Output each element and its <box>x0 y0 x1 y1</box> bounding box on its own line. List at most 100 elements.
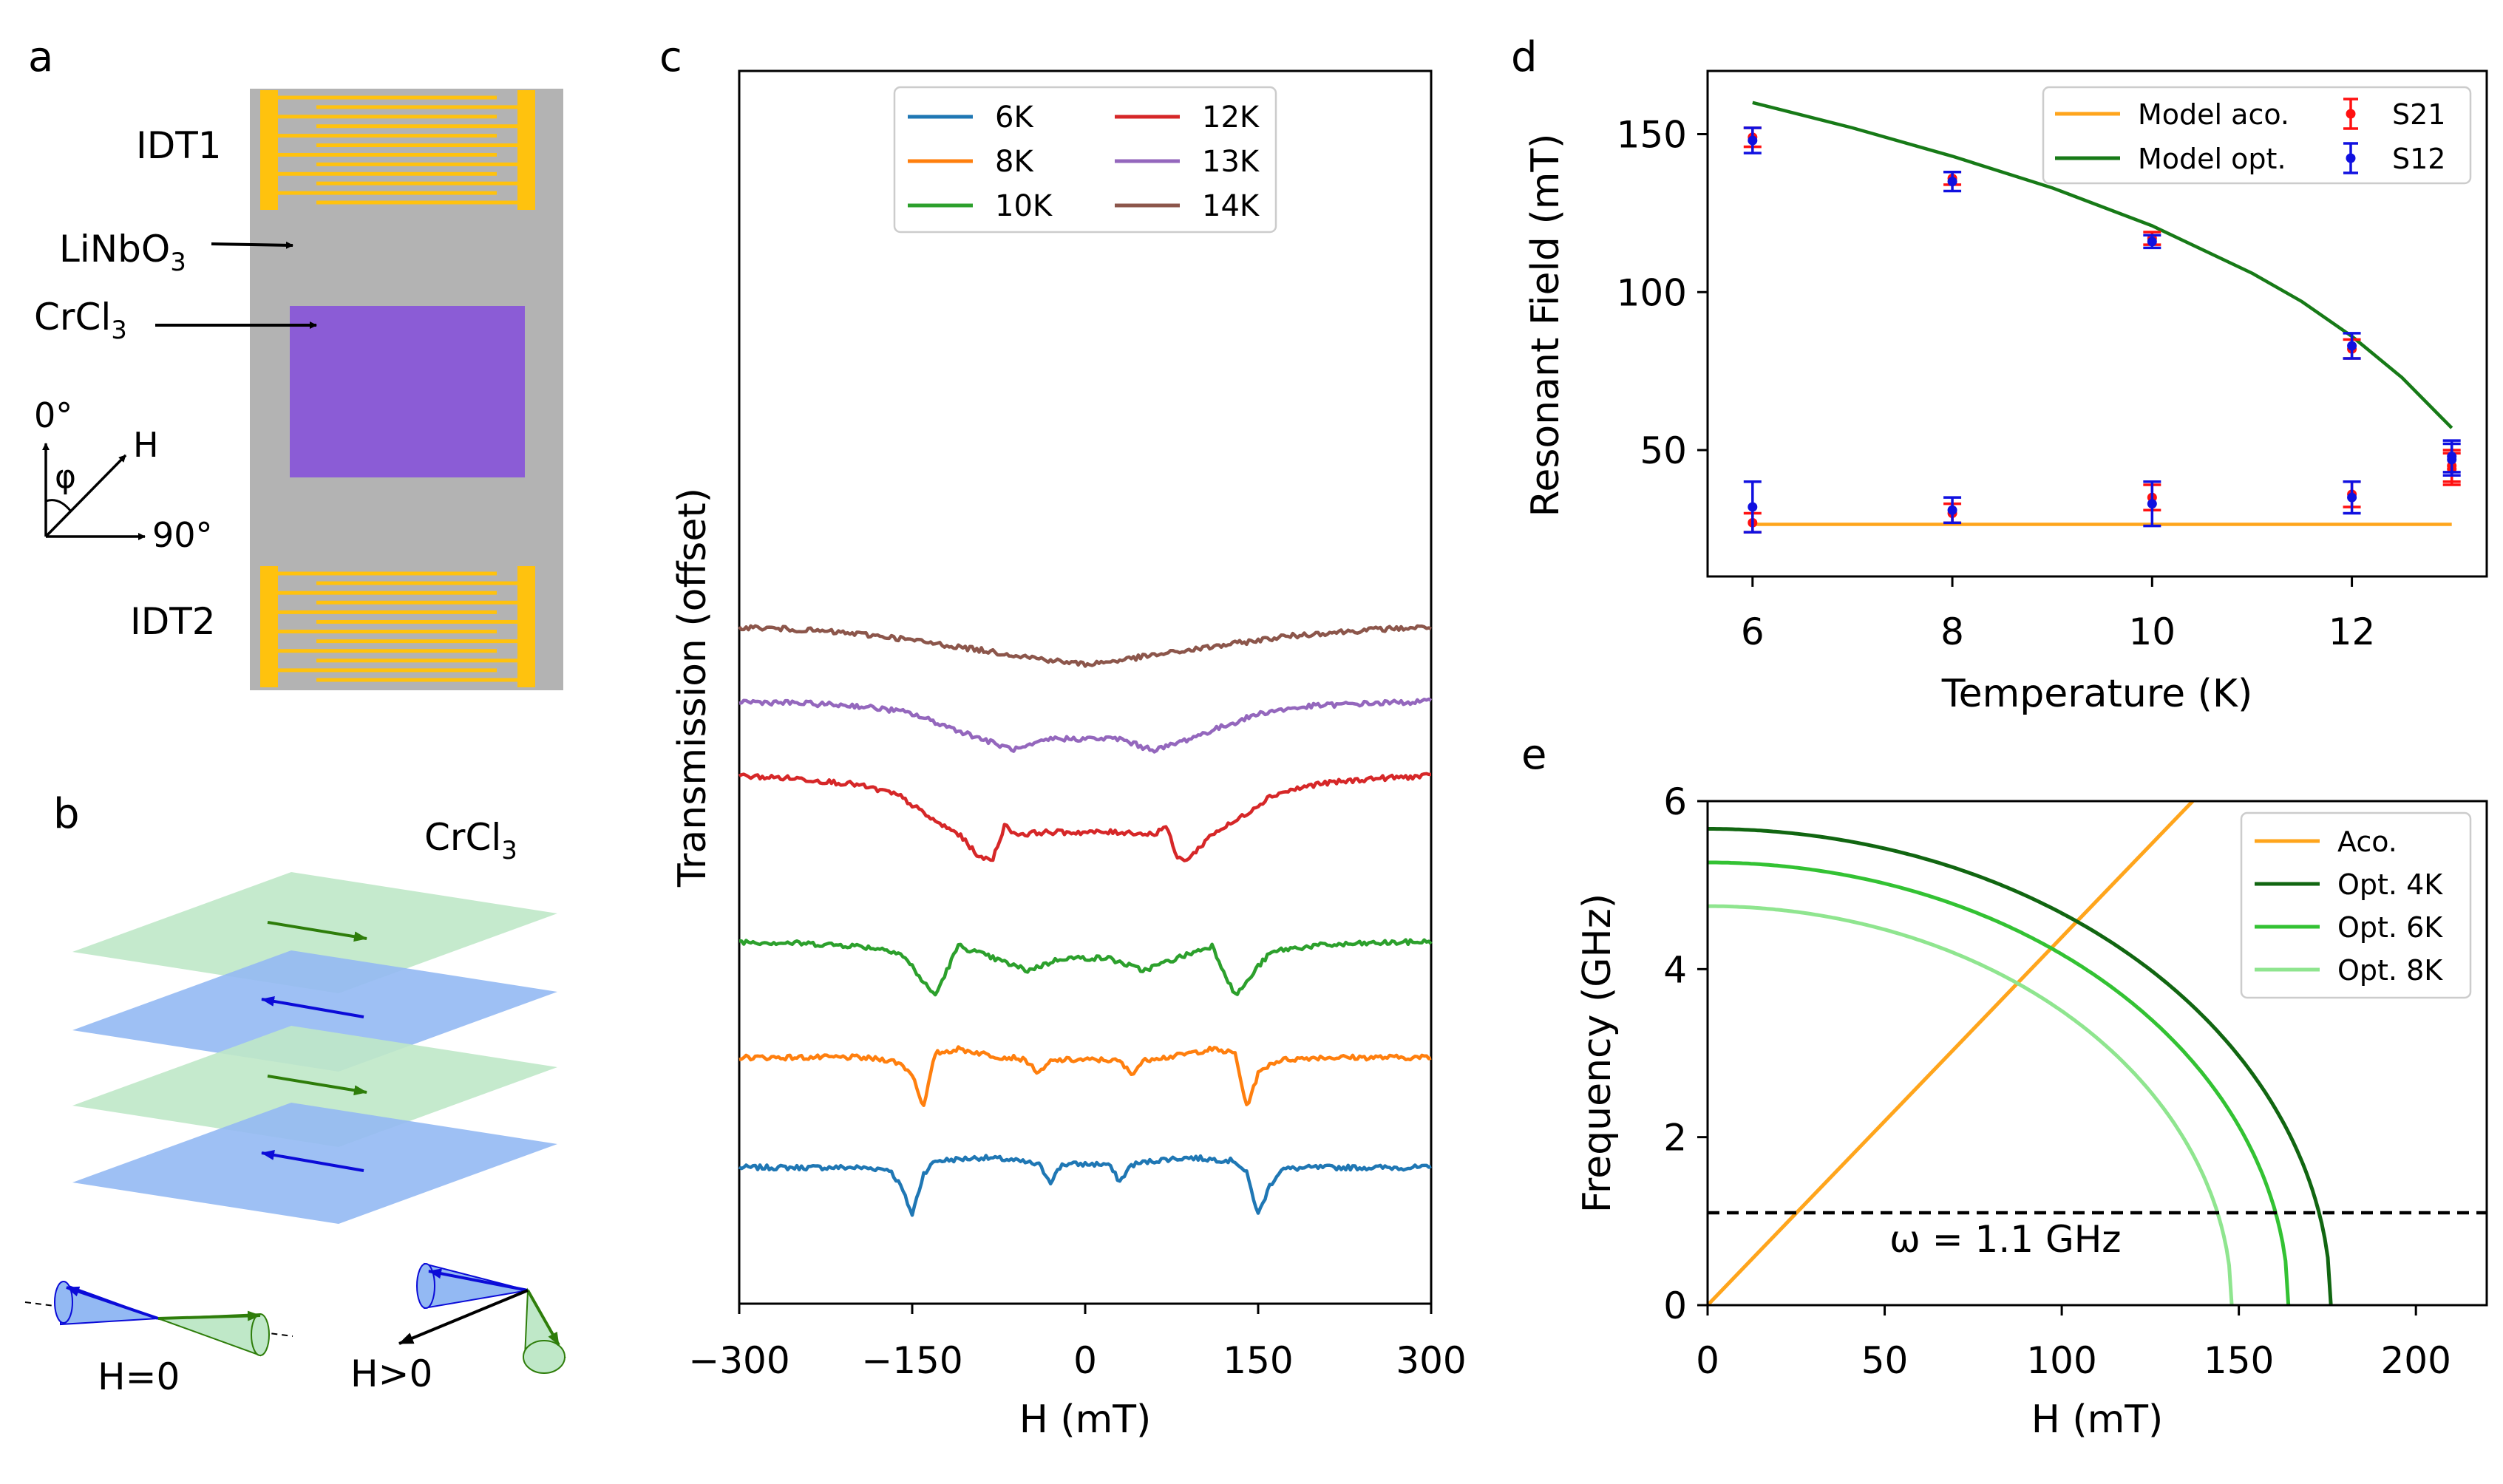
panel-d-legend-box <box>2042 86 2472 185</box>
linbo3-arrow <box>211 241 293 249</box>
spin-arrow-2 <box>261 996 364 1018</box>
data-point <box>2147 499 2157 509</box>
idt-finger <box>316 639 517 644</box>
data-point <box>2147 236 2157 247</box>
y-tick-label: 4 <box>1663 948 1687 991</box>
data-point <box>2447 455 2457 465</box>
panel-d-chart: 6 8 10 12 50 100 150 Temperature (K) Resonant … <box>1524 69 2488 716</box>
h0-label: H=0 <box>98 1355 180 1398</box>
spin-arrow-3 <box>267 1075 367 1096</box>
x-tick-label: 8 <box>1940 610 1964 653</box>
curve-Opt. 8K <box>1708 904 2234 1305</box>
hpos-moment-green <box>526 1290 560 1346</box>
idt-finger <box>316 619 517 624</box>
panel-d-ylabel: Resonant Field (mT) <box>1524 134 1568 517</box>
panel-d-legend: Model aco. Model opt. S21 S12 <box>2042 86 2472 185</box>
panel-label-c: c <box>659 33 682 81</box>
idt-finger <box>278 171 497 176</box>
idt-busbar-right <box>517 90 535 210</box>
panel-c-frame <box>738 69 1433 1305</box>
panel-e-ticks: 0 50 100 150 200 0 2 4 6 <box>1663 780 2451 1382</box>
panel-e-legend: Aco. Opt. 4K Opt. 6K Opt. 8K <box>2240 811 2472 999</box>
idt-finger <box>278 668 497 673</box>
x-tick-label: 100 <box>2026 1339 2096 1382</box>
panel-c-chart: −300 −150 0 150 300 H (mT) Transmission (off… <box>670 69 1467 1442</box>
layer-1-green <box>72 872 557 993</box>
x-tick-label: −300 <box>688 1339 789 1382</box>
x-tick-label: 10 <box>2129 610 2176 653</box>
panel-c-legend-entries: 6K 8K 10K 12K 13K 14K <box>908 101 1260 223</box>
idt-finger <box>278 610 497 614</box>
linbo3-label: LiNbO3 <box>59 228 186 277</box>
phi-arc <box>45 499 72 512</box>
y-tick-label: 100 <box>1617 271 1687 314</box>
legend-label-series: S12 <box>2392 143 2445 175</box>
curve-6K <box>738 1154 1432 1217</box>
y-tick-label: 150 <box>1617 114 1687 157</box>
panel-label-d: d <box>1511 33 1538 81</box>
panel-label-b: b <box>53 790 80 838</box>
crcl3-flake <box>290 306 525 477</box>
idt-busbar-left <box>260 566 278 687</box>
crcl3-title: CrCl3 <box>424 816 517 865</box>
legend-label-series: S21 <box>2392 98 2445 131</box>
x-tick-label: 12 <box>2329 610 2376 653</box>
panel-c-xlabel: H (mT) <box>1019 1398 1152 1442</box>
idt-finger <box>316 200 517 205</box>
legend-label-line: Model aco. <box>2138 98 2289 131</box>
idt-finger <box>316 678 517 682</box>
data-point <box>1947 505 1957 515</box>
panel-e-annotation: ω = 1.1 GHz <box>1889 1218 2122 1261</box>
spin-arrow-1 <box>267 921 367 942</box>
idt-finger <box>278 115 497 119</box>
curve-12K <box>738 772 1431 862</box>
legend-label: Opt. 4K <box>2337 868 2443 901</box>
idt-finger <box>278 134 497 138</box>
layer-3-green <box>72 1026 557 1147</box>
idt-finger <box>316 581 517 585</box>
idt2-label: IDT2 <box>130 600 216 643</box>
field-arrow <box>44 454 127 538</box>
legend-marker <box>2346 109 2356 119</box>
curve-13K <box>738 697 1433 754</box>
legend-label-line: Model opt. <box>2138 143 2286 175</box>
idt1-label: IDT1 <box>136 124 222 167</box>
data-point <box>1947 177 1957 187</box>
curve-8K <box>738 1045 1432 1107</box>
idt-finger <box>278 590 497 595</box>
idt-finger <box>316 124 517 129</box>
legend-marker <box>2346 153 2356 163</box>
idt-finger <box>316 181 517 186</box>
panel-d-frame <box>1706 69 2488 578</box>
panel-e-xlabel: H (mT) <box>2031 1398 2164 1442</box>
panel-c-xticks: −300 −150 0 150 300 <box>688 1304 1467 1382</box>
legend-label-10K: 10K <box>995 189 1053 223</box>
x-tick-label: 200 <box>2380 1339 2451 1382</box>
phi-label: φ <box>55 458 76 496</box>
spin-arrow-4 <box>261 1150 364 1172</box>
panel-b-schematic: CrCl3 H=0 H>0 <box>24 816 566 1398</box>
y-tick-label: 50 <box>1640 429 1687 472</box>
panel-e-ylabel: Frequency (GHz) <box>1575 894 1620 1213</box>
h0-moment-green <box>157 1310 261 1321</box>
x-tick-label: 150 <box>1223 1339 1293 1382</box>
idt-finger <box>316 143 517 148</box>
panel-e-legend-box <box>2240 811 2472 999</box>
panel-c-ylabel: Transmission (offset) <box>670 488 715 888</box>
curve-Opt. 6K <box>1708 860 2291 1305</box>
idt-finger <box>278 630 497 634</box>
curve-Aco. <box>1708 801 2195 1305</box>
x-tick-label: −150 <box>861 1339 962 1382</box>
panel-d-legend-entries: Model aco. Model opt. S21 S12 <box>2055 98 2445 175</box>
curve-10K <box>738 938 1433 997</box>
idt-busbar-right <box>517 566 535 687</box>
angle-90-label: 90° <box>152 515 213 555</box>
panel-d-plot <box>1743 101 2461 534</box>
layer-2-blue <box>72 950 557 1072</box>
legend-label-14K: 14K <box>1202 189 1260 223</box>
idt-finger <box>278 649 497 653</box>
panel-c-curves <box>738 624 1433 1217</box>
angle-0-label: 0° <box>34 395 72 435</box>
